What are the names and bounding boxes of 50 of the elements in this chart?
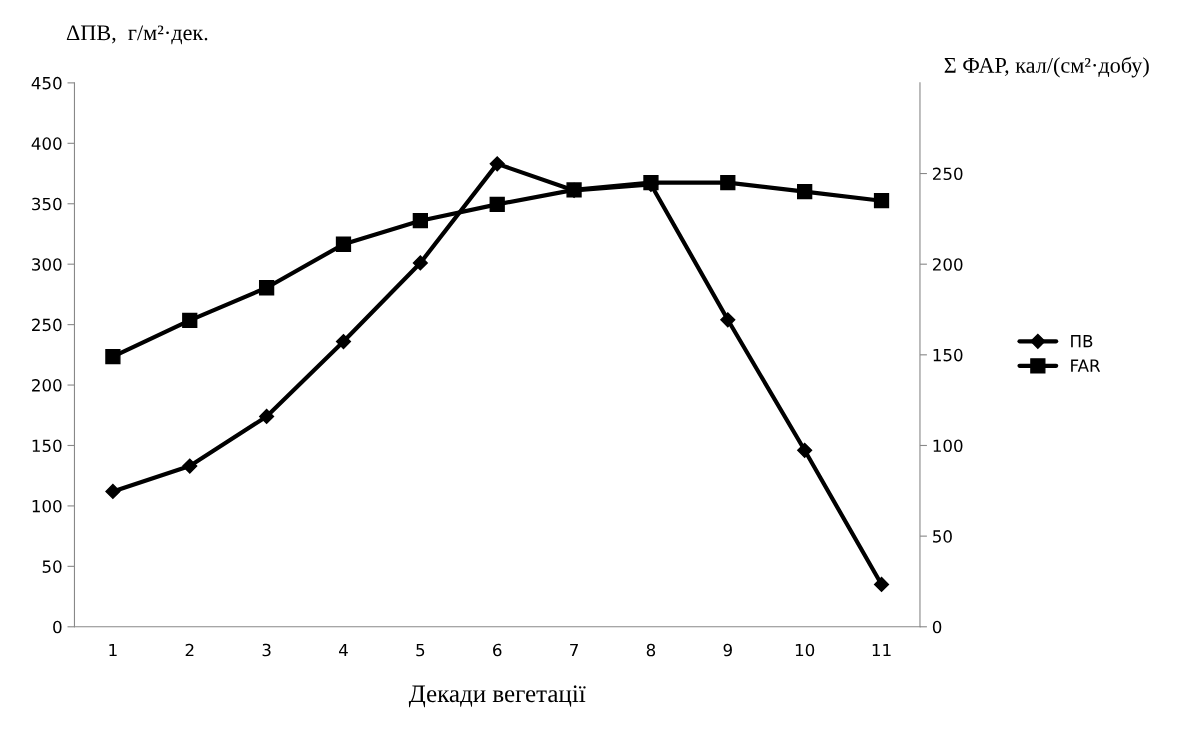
point — [720, 312, 736, 328]
point — [873, 576, 890, 593]
point — [335, 333, 352, 350]
x-axis-title: Декади вегетації — [408, 685, 586, 708]
point — [258, 280, 275, 296]
point — [412, 213, 428, 229]
y2-tick-label: 100 — [933, 439, 963, 453]
legend-label: FAR — [1071, 359, 1101, 372]
x-tick-label: 3 — [262, 643, 271, 657]
y-tick-label: 250 — [32, 318, 62, 332]
y-tick-label: 150 — [32, 439, 62, 453]
y-tick-label: 300 — [32, 258, 62, 271]
point — [105, 349, 121, 365]
legend-label: ПВ — [1071, 335, 1093, 348]
x-tick-label: 11 — [872, 643, 891, 657]
y-tick-label: 0 — [53, 620, 62, 634]
point — [182, 312, 198, 329]
point — [489, 196, 505, 212]
y-tick-label: 350 — [32, 197, 62, 211]
x-tick-label: 5 — [416, 643, 425, 657]
y-tick-label: 100 — [32, 499, 62, 513]
y2-tick-label: 0 — [932, 620, 942, 634]
point — [335, 236, 352, 252]
x-tick-label: 2 — [185, 643, 194, 657]
y2-tick-label: 200 — [932, 258, 963, 271]
y2-tick-label: 150 — [933, 348, 963, 362]
y2-tick-label: 50 — [933, 530, 952, 543]
y-tick-label: 400 — [31, 137, 62, 150]
x-tick-label: 1 — [109, 643, 117, 657]
x-tick-label: 9 — [723, 643, 732, 657]
y2-axis-title: Σ ФАР, кал/(см²·добу) — [944, 56, 1149, 78]
y-tick-label: 450 — [31, 76, 62, 90]
y-tick-label: 50 — [42, 560, 62, 573]
point — [797, 184, 813, 200]
point — [182, 458, 198, 474]
point — [720, 174, 736, 191]
point — [489, 156, 505, 172]
point — [105, 483, 121, 499]
y-tick-label: 200 — [32, 379, 62, 392]
point — [259, 408, 275, 425]
point — [797, 442, 813, 458]
x-tick-label: 8 — [646, 643, 656, 657]
x-tick-label: 7 — [570, 643, 578, 657]
x-tick-label: 4 — [339, 643, 348, 657]
y2-tick-label: 250 — [932, 167, 963, 181]
x-tick-label: 6 — [493, 643, 502, 657]
x-tick-label: 10 — [795, 643, 815, 657]
y-axis-title: ΔПВ, г/м²·дек. — [66, 25, 208, 45]
point — [412, 255, 428, 271]
point — [873, 193, 890, 209]
